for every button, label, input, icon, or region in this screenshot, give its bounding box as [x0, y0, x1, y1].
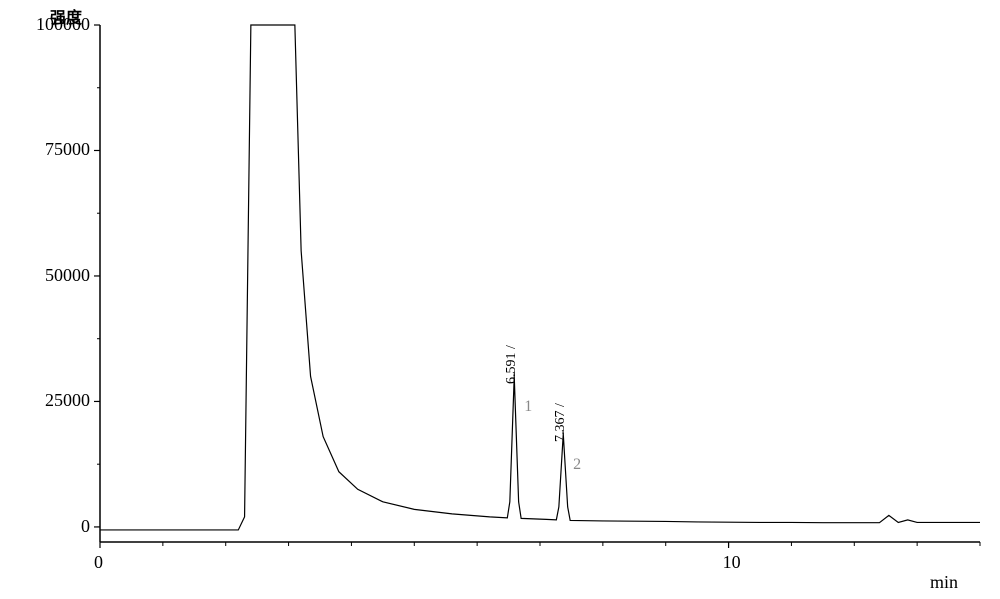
- y-tick-label: 100000: [36, 14, 90, 35]
- x-axis-title: min: [930, 572, 958, 593]
- y-tick-label: 0: [81, 516, 90, 537]
- x-tick-label: 0: [94, 552, 103, 573]
- y-tick-label: 75000: [45, 139, 90, 160]
- peak-rt-label: 7.367 /: [553, 403, 569, 442]
- chromatogram-chart: 强度 min 0250005000075000100000 010 6.591 …: [0, 0, 1000, 599]
- y-tick-label: 50000: [45, 265, 90, 286]
- y-tick-label: 25000: [45, 390, 90, 411]
- peak-number: 1: [524, 398, 532, 416]
- peak-number: 2: [573, 456, 581, 474]
- x-tick-label: 10: [723, 552, 741, 573]
- chromatogram-trace: [100, 25, 980, 530]
- plot-svg: [0, 0, 1000, 599]
- peak-rt-label: 6.591 /: [504, 345, 520, 384]
